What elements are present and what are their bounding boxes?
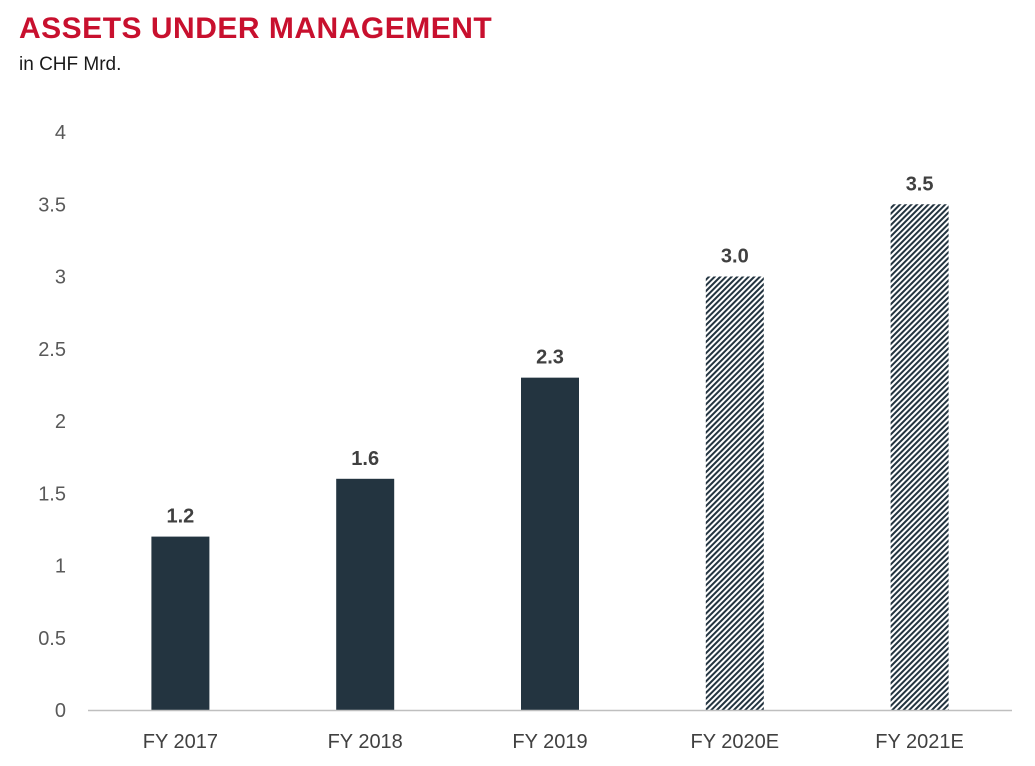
x-category-label: FY 2021E <box>875 731 964 753</box>
y-tick-label: 2 <box>55 411 66 433</box>
y-tick-label: 3.5 <box>38 194 66 216</box>
y-tick-label: 0 <box>55 700 66 722</box>
y-tick-label: 1 <box>55 556 66 578</box>
y-tick-label: 2.5 <box>38 339 66 361</box>
x-axis-category-labels: FY 2017 FY 2018 FY 2019 FY 2020E FY 2021E <box>143 731 964 753</box>
bar-value-label: 3.5 <box>906 173 934 195</box>
x-category-label: FY 2018 <box>328 731 403 753</box>
chart-title: ASSETS UNDER MANAGEMENT <box>19 12 493 45</box>
x-category-label: FY 2017 <box>143 731 218 753</box>
bar-value-label: 2.3 <box>536 347 564 369</box>
y-tick-label: 4 <box>55 122 66 144</box>
y-tick-label: 1.5 <box>38 483 66 505</box>
y-tick-label: 3 <box>55 267 66 289</box>
bar-fy-2021e <box>890 204 949 710</box>
bar-fy-2020e <box>705 276 764 710</box>
x-category-label: FY 2020E <box>691 731 780 753</box>
y-axis-tick-labels: 0 0.5 1 1.5 2 2.5 3 3.5 4 <box>38 122 66 722</box>
y-tick-label: 0.5 <box>38 628 66 650</box>
bar-value-labels: 1.2 1.6 2.3 3.0 3.5 <box>166 173 933 527</box>
bars <box>151 204 949 710</box>
bar-fy-2019 <box>521 377 579 710</box>
bar-value-label: 1.2 <box>166 506 194 528</box>
bar-fy-2018 <box>336 478 395 710</box>
bar-fy-2017 <box>151 536 210 710</box>
bar-value-label: 3.0 <box>721 246 749 268</box>
chart-subtitle: in CHF Mrd. <box>19 54 122 75</box>
x-category-label: FY 2019 <box>512 731 587 753</box>
bar-value-label: 1.6 <box>351 448 379 470</box>
